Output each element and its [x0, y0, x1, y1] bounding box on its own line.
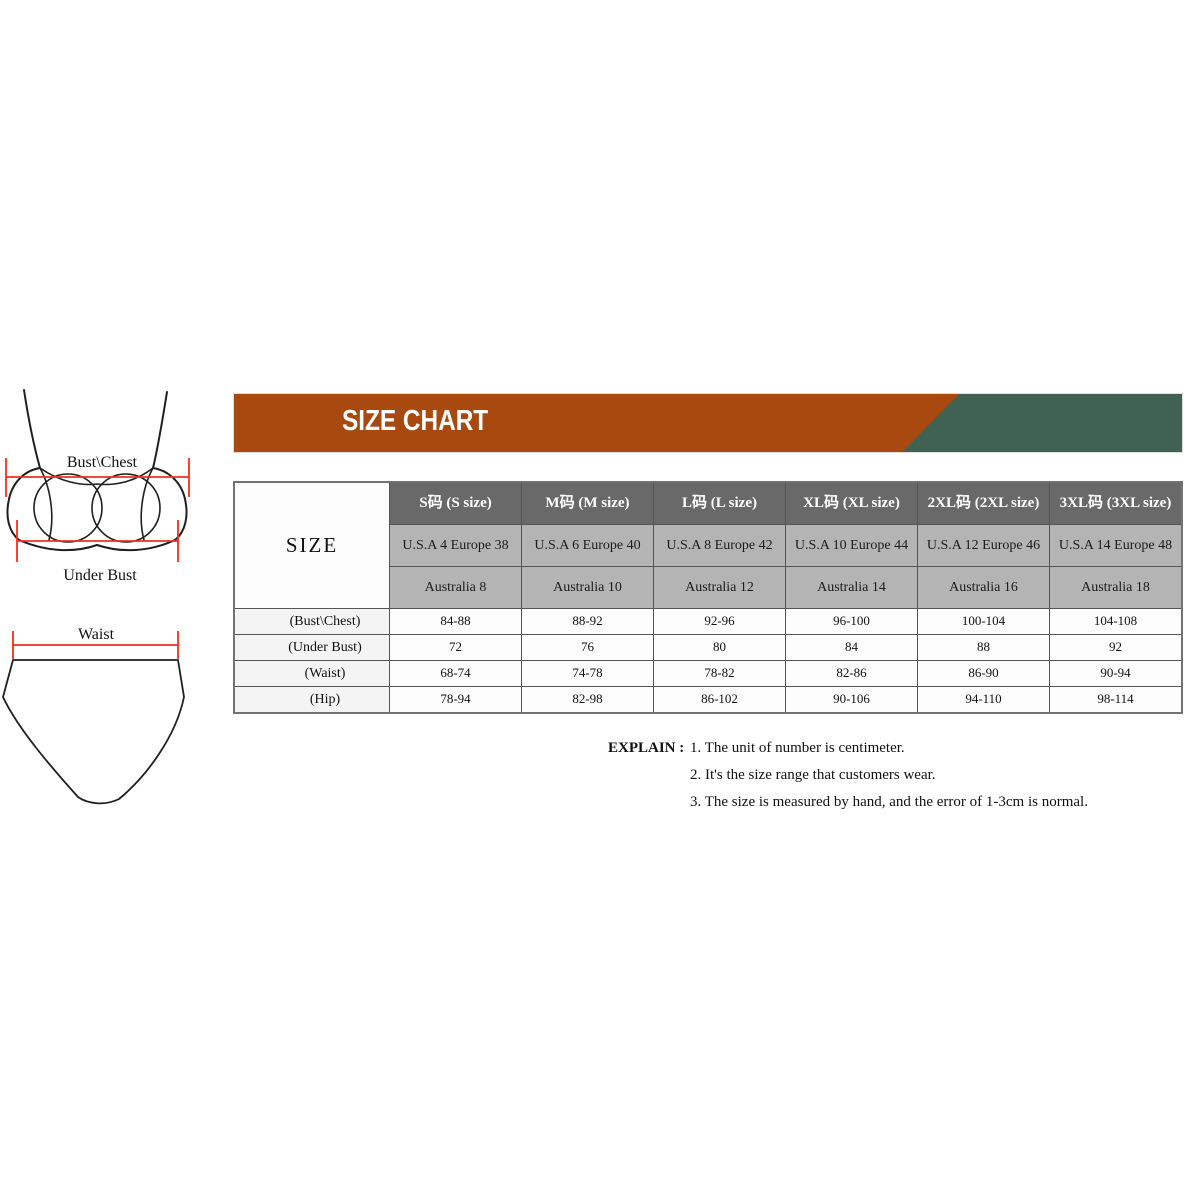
explain-section: EXPLAIN : 1. The unit of number is centim…	[608, 735, 1088, 816]
under-bust-value-l: 80	[654, 635, 785, 660]
under-bust-value-s: 72	[390, 635, 521, 660]
bust-chest-value-m: 88-92	[522, 609, 653, 634]
bra-right-strap	[152, 391, 168, 469]
waist-value-m: 74-78	[522, 661, 653, 686]
hip-value-3xl: 98-114	[1050, 687, 1181, 712]
usa-europe-m: U.S.A 6 Europe 40	[522, 525, 653, 566]
bra-right-seam	[140, 467, 154, 541]
under-bust-value-3xl: 92	[1050, 635, 1181, 660]
column-header-m: M码 (M size)	[522, 483, 653, 524]
explain-note-2: 2. It's the size range that customers we…	[690, 767, 936, 783]
usa-europe-3xl: U.S.A 14 Europe 48	[1050, 525, 1181, 566]
hip-value-s: 78-94	[390, 687, 521, 712]
under-bust-value-m: 76	[522, 635, 653, 660]
explain-note-3: 3. The size is measured by hand, and the…	[690, 794, 1088, 810]
explain-heading: EXPLAIN :	[608, 740, 685, 756]
australia-3xl: Australia 18	[1050, 567, 1181, 608]
bust-chest-label: Bust\Chest	[67, 454, 138, 471]
waist-value-l: 78-82	[654, 661, 785, 686]
size-chart-banner: SIZE CHART	[233, 393, 1183, 453]
waist-value-3xl: 90-94	[1050, 661, 1181, 686]
usa-europe-xl: U.S.A 10 Europe 44	[786, 525, 917, 566]
usa-europe-2xl: U.S.A 12 Europe 46	[918, 525, 1049, 566]
bust-chest-value-l: 92-96	[654, 609, 785, 634]
hip-value-l: 86-102	[654, 687, 785, 712]
column-header-2xl: 2XL码 (2XL size)	[918, 483, 1049, 524]
bra-left-outer-edge	[6, 467, 41, 541]
waist-label: Waist	[78, 626, 115, 643]
row-label-bust-chest: (Bust\Chest)	[235, 609, 389, 634]
bust-chest-value-2xl: 100-104	[918, 609, 1049, 634]
usa-europe-l: U.S.A 8 Europe 42	[654, 525, 785, 566]
bra-right-outer-edge	[152, 467, 188, 541]
bra-left-strap	[23, 389, 41, 469]
column-header-s: S码 (S size)	[390, 483, 521, 524]
bust-chest-value-3xl: 104-108	[1050, 609, 1181, 634]
explain-note-1: 1. The unit of number is centimeter.	[690, 740, 905, 756]
column-header-xl: XL码 (XL size)	[786, 483, 917, 524]
briefs-measurement-illustration: Waist	[2, 626, 185, 805]
hip-value-xl: 90-106	[786, 687, 917, 712]
hip-value-m: 82-98	[522, 687, 653, 712]
under-bust-value-2xl: 88	[918, 635, 1049, 660]
column-header-l: L码 (L size)	[654, 483, 785, 524]
australia-m: Australia 10	[522, 567, 653, 608]
australia-xl: Australia 14	[786, 567, 917, 608]
hip-value-2xl: 94-110	[918, 687, 1049, 712]
australia-s: Australia 8	[390, 567, 521, 608]
under-bust-label: Under Bust	[63, 567, 137, 584]
bra-left-seam	[39, 467, 53, 541]
waist-value-xl: 82-86	[786, 661, 917, 686]
bra-measurement-illustration: Bust\Chest Under Bust	[5, 389, 190, 584]
row-label-under-bust: (Under Bust)	[235, 635, 389, 660]
under-bust-value-xl: 84	[786, 635, 917, 660]
briefs-outline	[2, 659, 185, 805]
row-label-hip: (Hip)	[235, 687, 389, 712]
australia-2xl: Australia 16	[918, 567, 1049, 608]
bra-bottom-left	[18, 539, 98, 552]
column-header-3xl: 3XL码 (3XL size)	[1050, 483, 1181, 524]
waist-value-2xl: 86-90	[918, 661, 1049, 686]
waist-value-s: 68-74	[390, 661, 521, 686]
bra-right-cup	[91, 473, 161, 543]
bra-left-cup	[33, 473, 103, 543]
australia-l: Australia 12	[654, 567, 785, 608]
size-table-corner-cell: SIZE	[235, 483, 389, 608]
row-label-waist: (Waist)	[235, 661, 389, 686]
usa-europe-s: U.S.A 4 Europe 38	[390, 525, 521, 566]
bust-chest-value-xl: 96-100	[786, 609, 917, 634]
bra-bottom-right	[96, 539, 176, 552]
bust-chest-value-s: 84-88	[390, 609, 521, 634]
page-title: SIZE CHART	[342, 405, 489, 438]
size-table: SIZE S码 (S size) M码 (M size) L码 (L size)…	[233, 481, 1183, 714]
